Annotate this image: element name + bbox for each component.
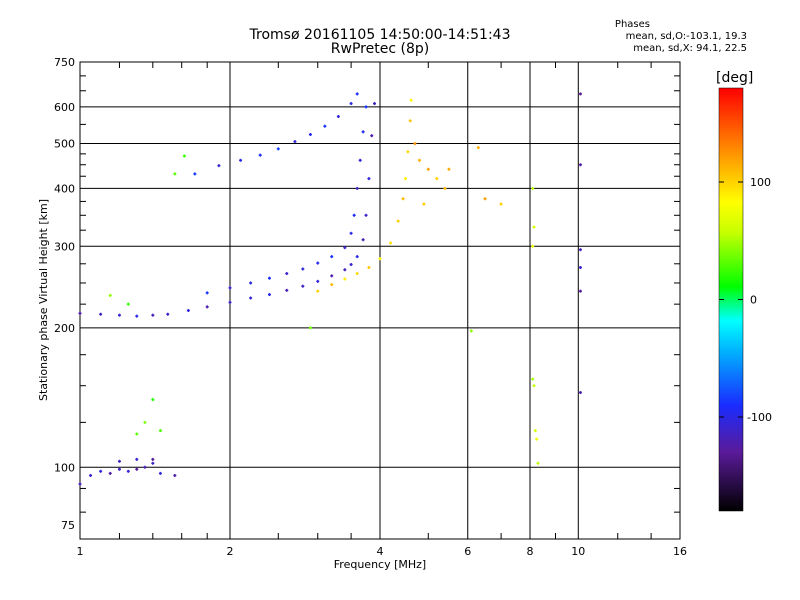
y-tick-label: 100: [54, 461, 75, 474]
axis-ticks: 1 2 4 6 8 10 16 75 100 200 300 400 500 600 750: [54, 56, 687, 558]
y-tick-label: 75: [61, 519, 75, 532]
x-tick-label: 8: [527, 545, 534, 558]
phases-x-stats: mean, sd,X: 94.1, 22.5: [633, 43, 747, 54]
data-points: [78, 92, 582, 486]
x-tick-label: 1: [77, 545, 84, 558]
phases-heading: Phases: [614, 19, 650, 30]
chart-subtitle: RwPretec (8p): [330, 41, 430, 57]
x-tick-label: 16: [673, 545, 687, 558]
x-tick-label: 4: [377, 545, 384, 558]
y-tick-label: 300: [54, 240, 75, 253]
y-tick-label: 200: [54, 322, 75, 335]
y-tick-label: 750: [54, 56, 75, 69]
y-tick-label: 500: [54, 138, 75, 151]
grid-lines: [80, 62, 680, 539]
x-tick-label: 10: [571, 545, 585, 558]
colorbar-tick-label: -100: [747, 411, 772, 424]
plot-frame: [79, 61, 681, 540]
x-tick-label: 2: [227, 545, 234, 558]
colorbar-tick-label: 100: [750, 176, 771, 189]
x-tick-label: 6: [464, 545, 471, 558]
colorbar-ticks: 100 0 -100: [719, 176, 772, 424]
colorbar-label: [deg]: [716, 70, 754, 86]
chart-title: Tromsø 20161105 14:50:00-14:51:43: [249, 27, 511, 43]
y-tick-label: 600: [54, 101, 75, 114]
y-tick-label: 400: [54, 182, 75, 195]
colorbar-tick-label: 0: [750, 294, 757, 307]
phases-o-stats: mean, sd,O:-103.1, 19.3: [625, 31, 747, 42]
x-axis-label: Frequency [MHz]: [334, 558, 426, 571]
y-axis-label: Stationary phase Virtual Height [km]: [37, 199, 50, 401]
